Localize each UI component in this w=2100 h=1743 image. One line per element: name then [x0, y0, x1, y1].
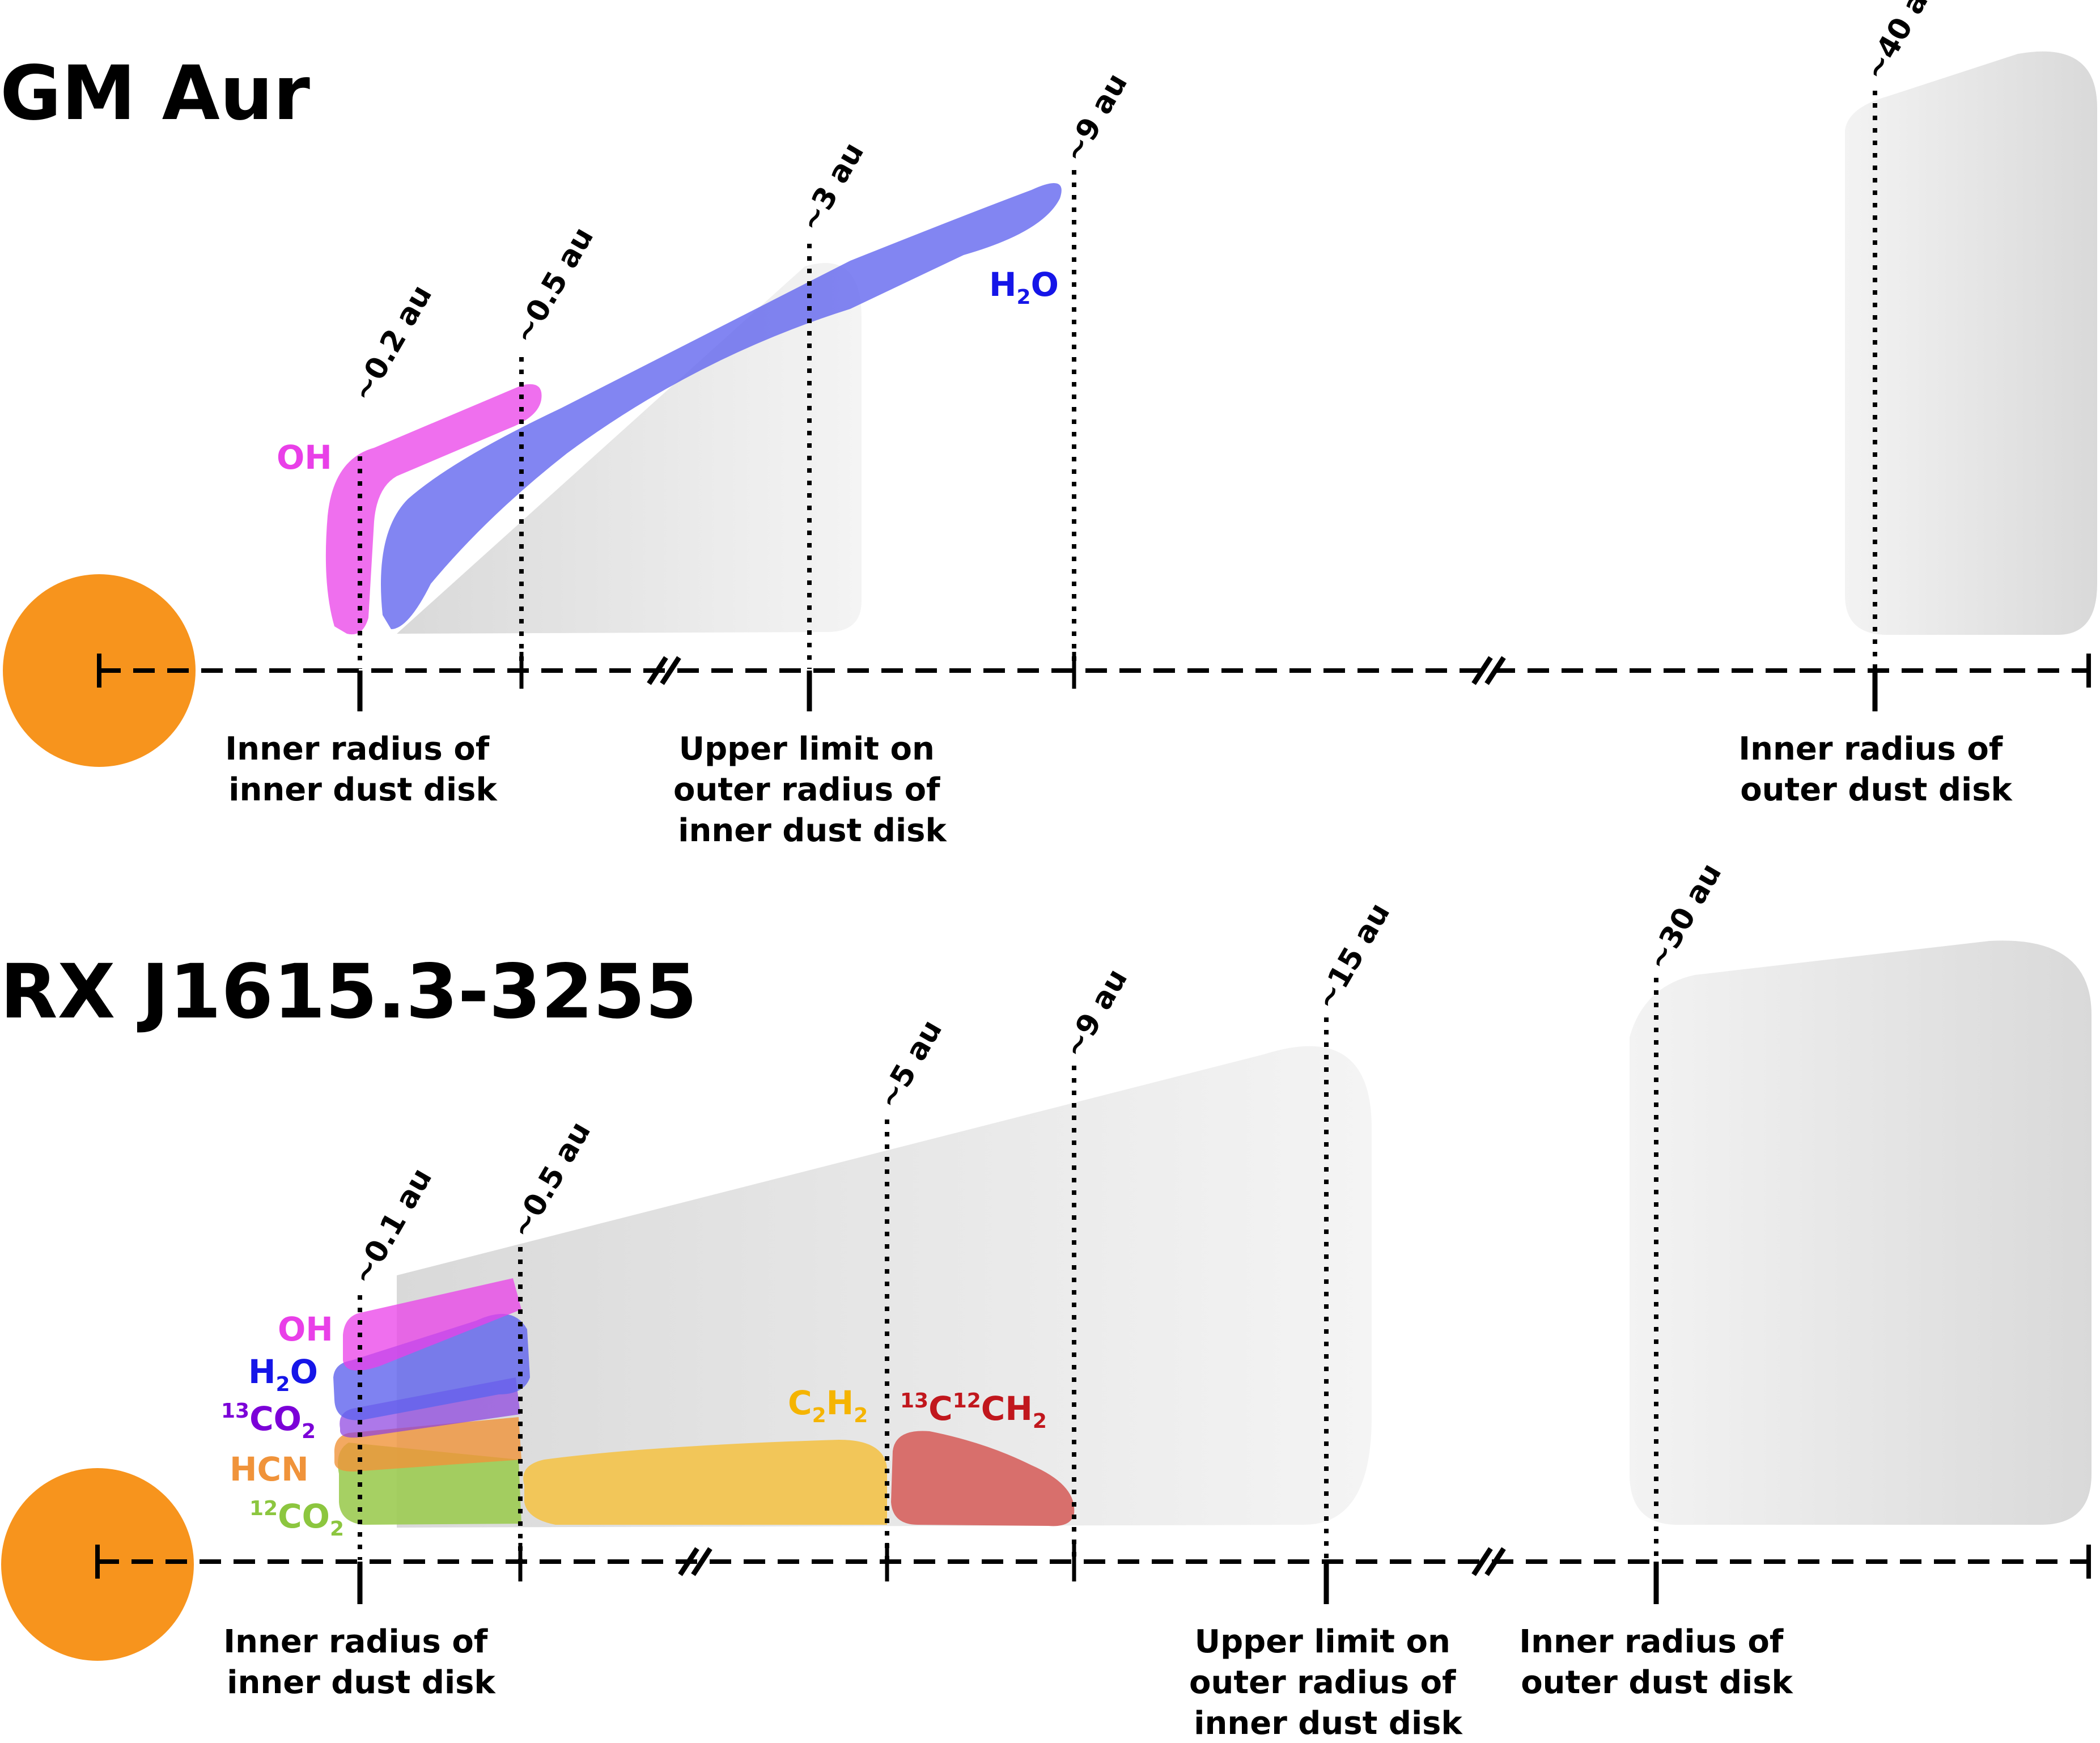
axis-break: [1471, 1547, 1506, 1576]
marker-label: ~9 au: [1057, 963, 1134, 1063]
species-label-oh: OH: [278, 1310, 333, 1348]
species-label-12co2: 12CO2: [249, 1497, 344, 1541]
h2o-region: [381, 183, 1062, 629]
marker-label: ~0.2 au: [345, 279, 439, 408]
species-label-13c12ch2: 13C12CH2: [900, 1389, 1047, 1433]
h2o-region: [333, 1314, 530, 1420]
annotation-outer-radius-limit: Upper limit on outer radius of inner dus…: [673, 731, 951, 849]
annotation-inner-radius-inner-disk: Inner radius of inner dust disk: [225, 731, 500, 808]
oh-region: [343, 1278, 521, 1371]
axis-break: [1471, 656, 1506, 685]
axis-break: [678, 1547, 712, 1576]
oh-region: [325, 384, 542, 635]
radius-marker: ~9 au: [1057, 67, 1134, 689]
species-label-h2o: H2O: [989, 265, 1059, 309]
radial-axis: [97, 654, 2091, 688]
annotation-inner-radius-outer-disk: Inner radius of outer dust disk: [1738, 731, 2013, 808]
species-label-hcn: HCN: [230, 1450, 309, 1488]
radial-axis: [95, 1545, 2091, 1579]
annotation-outer-radius-limit: Upper limit on outer radius of inner dus…: [1189, 1623, 1467, 1742]
marker-label: ~30 au: [1640, 858, 1728, 976]
species-label-oh: OH: [277, 438, 332, 477]
panel-title: GM Aur: [0, 50, 310, 137]
axis-break: [647, 656, 681, 685]
annotation-inner-radius-outer-disk: Inner radius of outer dust disk: [1519, 1623, 1794, 1701]
species-label-h2o: H2O: [248, 1352, 318, 1396]
marker-label: ~9 au: [1057, 67, 1134, 168]
marker-label: ~0.5 au: [504, 1116, 597, 1244]
inner-dust-disk: [397, 1046, 1372, 1528]
inner-dust-disk: [397, 263, 862, 634]
outer-dust-disk: [1630, 940, 2091, 1525]
c2h2-region: [523, 1440, 887, 1525]
annotation-inner-radius-inner-disk: Inner radius of inner dust disk: [223, 1623, 498, 1701]
marker-label: ~5 au: [871, 1014, 949, 1114]
c13c12h2-region: [891, 1431, 1075, 1526]
marker-label: ~3 au: [793, 137, 871, 237]
panel-gm-aur: GM Aur ~0.2 au: [0, 0, 2097, 849]
species-label-c2h2: C2H2: [788, 1384, 868, 1427]
panel-title: RX J1615.3-3255: [0, 948, 697, 1036]
outer-dust-disk: [1845, 51, 2097, 635]
species-label-13co2: 13CO2: [221, 1400, 316, 1443]
panel-rx-j1615: RX J1615.3-3255: [0, 858, 2091, 1742]
marker-label: ~40 au: [1857, 0, 1945, 86]
marker-label: ~0.5 au: [507, 222, 600, 350]
marker-label: ~15 au: [1309, 897, 1397, 1016]
